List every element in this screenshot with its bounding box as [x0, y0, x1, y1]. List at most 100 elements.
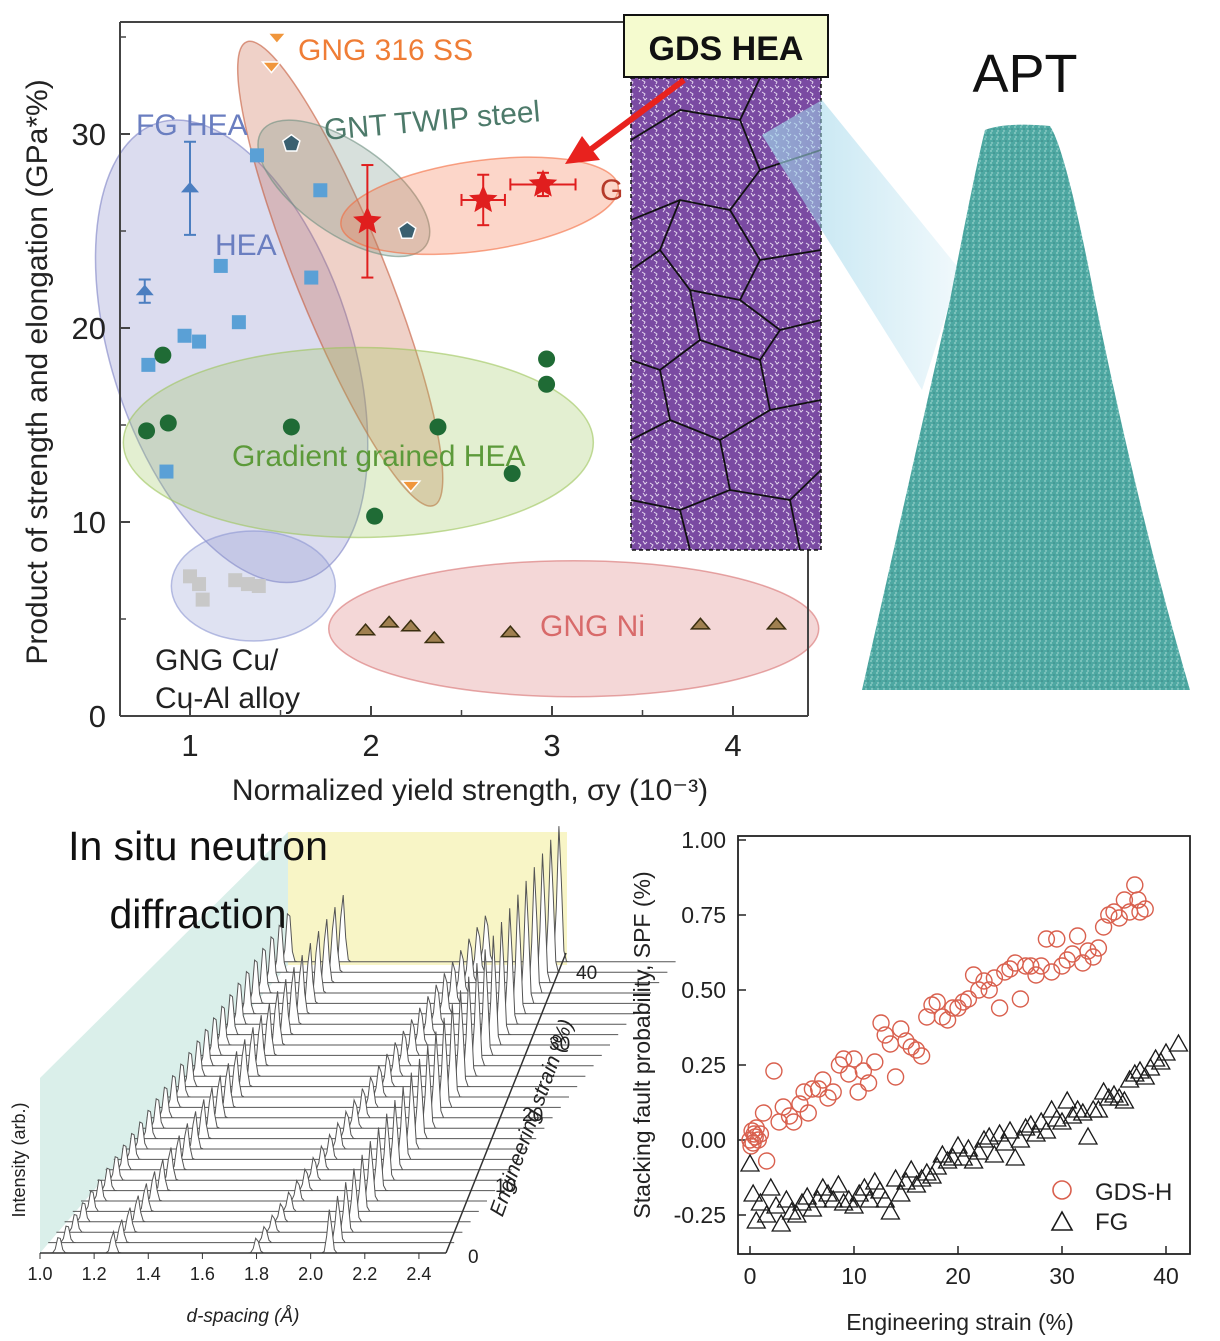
data-point — [1051, 1111, 1073, 1130]
data-point — [499, 624, 521, 638]
data-point — [923, 996, 941, 1014]
x-tick-label: 1.6 — [190, 1264, 215, 1284]
x-tick-label: 10 — [841, 1263, 867, 1289]
data-point — [757, 1152, 776, 1170]
y-tick-label: 20 — [72, 311, 106, 346]
data-point — [765, 1195, 787, 1214]
x-tick-label: 4 — [724, 728, 741, 763]
data-point — [845, 1050, 863, 1068]
data-point — [1126, 876, 1144, 894]
data-point — [912, 1047, 931, 1065]
data-point — [746, 1210, 767, 1229]
z-tick-label: 0 — [468, 1247, 479, 1268]
grain-boundary — [789, 499, 801, 551]
grain-boundary — [759, 249, 822, 261]
apt-tip — [862, 124, 1190, 690]
data-point — [528, 169, 558, 197]
gds-hea-callout: GDS HEA — [565, 14, 829, 164]
data-point — [876, 1026, 894, 1044]
data-point — [1079, 942, 1097, 960]
y-tick-label: 30 — [72, 117, 106, 152]
data-point — [213, 258, 228, 273]
data-point — [1031, 1111, 1052, 1130]
spf-chart: -0.25 0.00 0.25 0.50 0.75 1.00 0 10 20 30 40 Engine… — [629, 827, 1191, 1335]
data-point — [947, 1135, 969, 1154]
data-point — [928, 993, 946, 1011]
x-tick-label: 2.4 — [406, 1264, 431, 1284]
data-point — [953, 1147, 974, 1166]
diffraction-trace — [40, 1209, 446, 1254]
data-point — [994, 1132, 1015, 1151]
data-point — [1046, 1108, 1067, 1127]
grain-boundary — [630, 249, 661, 271]
data-point — [933, 1008, 952, 1026]
data-point — [1089, 939, 1108, 957]
data-point — [886, 1068, 905, 1086]
data-point — [366, 507, 384, 525]
data-point — [872, 1014, 890, 1032]
data-point — [849, 1183, 870, 1202]
data-point — [400, 480, 422, 493]
data-point — [503, 465, 521, 482]
data-point — [964, 966, 983, 984]
data-point — [1135, 1066, 1156, 1085]
region-ellipse — [122, 346, 595, 539]
data-point — [954, 993, 972, 1011]
grain-boundary — [630, 77, 761, 141]
data-point — [859, 1189, 880, 1208]
data-point — [240, 577, 255, 592]
grain-boundary — [658, 199, 762, 302]
data-point — [880, 1201, 901, 1220]
data-point — [802, 1198, 823, 1217]
y-tick-label: 0 — [89, 699, 106, 734]
data-point — [980, 981, 998, 999]
data-point — [840, 1065, 858, 1083]
data-point — [689, 617, 712, 630]
data-point — [1042, 963, 1061, 981]
data-point — [181, 181, 199, 193]
neutron-title-2: diffraction — [109, 891, 286, 937]
z-axis-line — [445, 952, 567, 1254]
z-tick-label: 30 — [549, 1034, 570, 1055]
x-tick-label: 2.2 — [352, 1264, 377, 1284]
data-point — [830, 1056, 849, 1074]
data-point — [927, 1156, 948, 1175]
region-ellipse — [236, 40, 444, 507]
legend-label-fg: FG — [1095, 1209, 1128, 1236]
data-point — [985, 969, 1004, 987]
y-tick-label: -0.25 — [674, 1202, 726, 1228]
data-point — [780, 1107, 799, 1125]
data-point — [1010, 1129, 1031, 1148]
chart-annotation: Gradient grained HEA — [232, 440, 526, 473]
chart-annotations: GNG 316 SS GNT TWIP steel FG HEA HEA Gradien… — [136, 34, 645, 715]
x-tick-label: 2.0 — [298, 1264, 323, 1284]
data-point — [859, 1074, 878, 1092]
data-point — [975, 972, 993, 990]
apt-panel: APT — [762, 44, 1190, 690]
data-point — [803, 1080, 822, 1098]
data-point — [864, 1171, 885, 1190]
data-point — [958, 1138, 979, 1157]
x-tick-label: 1.4 — [136, 1264, 161, 1284]
chart-annotation: FG HEA — [136, 109, 248, 142]
data-point — [1115, 891, 1134, 909]
x-tick-label: 20 — [945, 1263, 971, 1289]
plot-frame — [737, 835, 1191, 1255]
z-tick-label: 40 — [576, 963, 597, 984]
data-point — [751, 1125, 770, 1143]
chart-annotation: G — [600, 174, 623, 207]
legend-marker-gds-h — [1052, 1180, 1072, 1200]
data-point — [754, 1104, 773, 1122]
data-point — [781, 1201, 802, 1220]
data-point — [892, 1020, 910, 1038]
data-point — [1041, 1099, 1062, 1118]
data-point — [1027, 966, 1045, 984]
data-point — [1022, 957, 1040, 975]
data-point — [1114, 1090, 1135, 1109]
data-point — [784, 1113, 803, 1131]
data-point — [1074, 954, 1092, 972]
data-point — [747, 1119, 765, 1137]
x-axis-label: d-spacing (Å) — [187, 1306, 300, 1327]
data-point — [1068, 927, 1087, 945]
data-point — [834, 1050, 853, 1068]
